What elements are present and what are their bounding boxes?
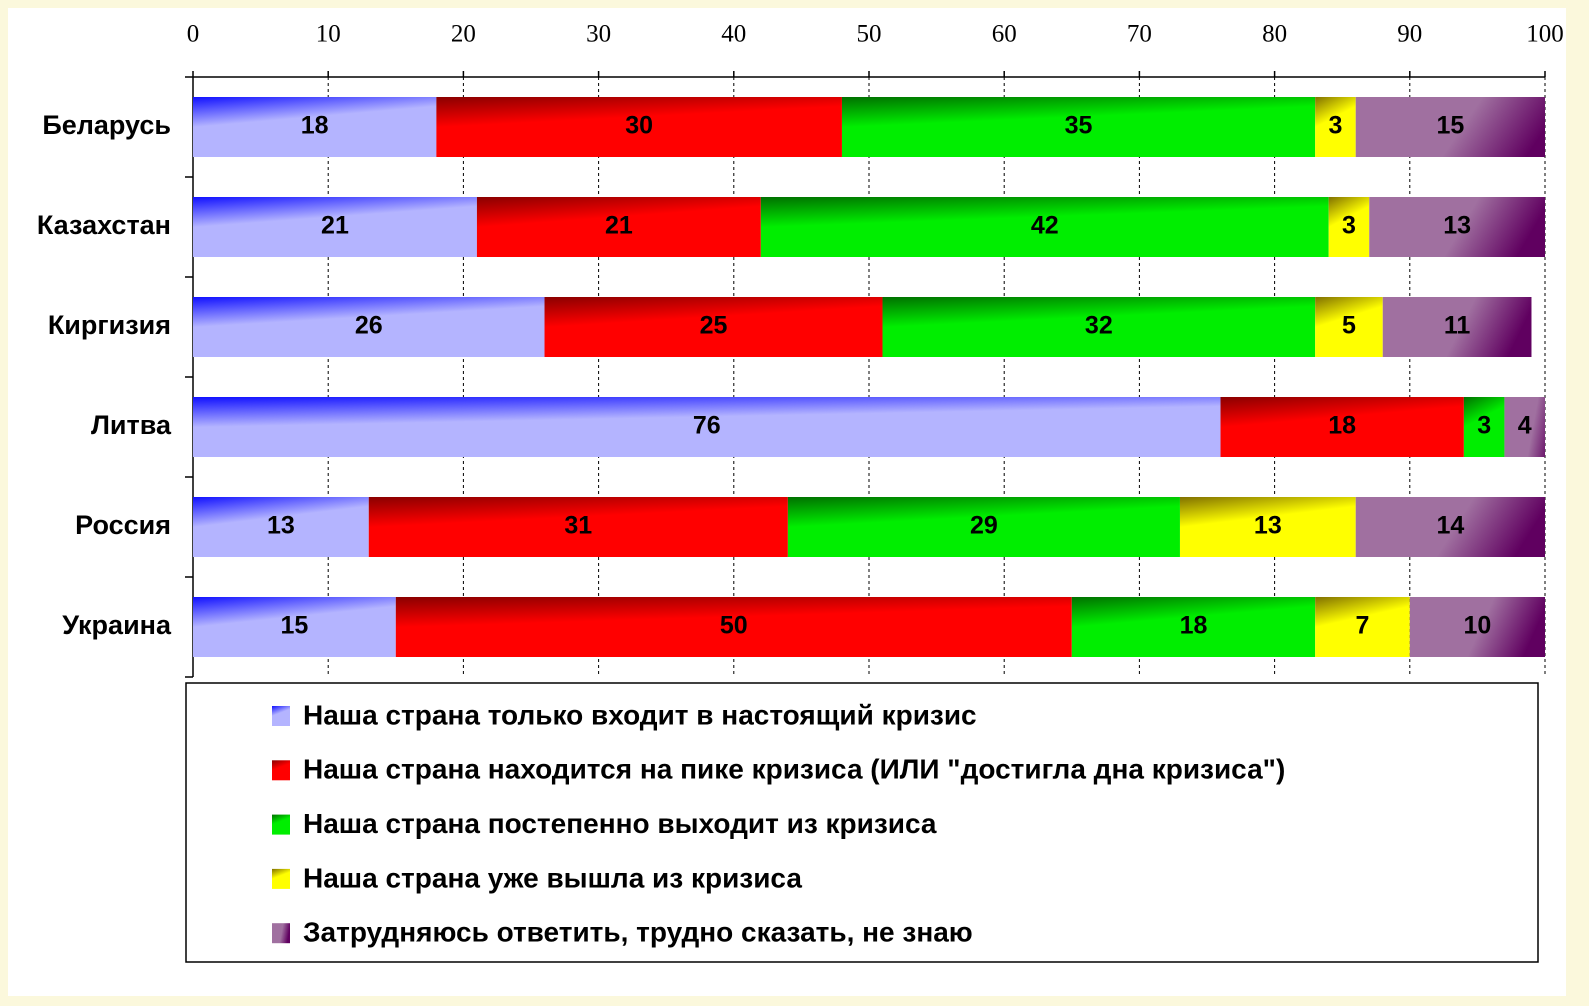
legend-label: Наша страна уже вышла из кризиса [303, 862, 802, 893]
y-tick-label: Литва [91, 410, 172, 440]
bar-segment [1504, 397, 1545, 457]
value-label: 3 [1477, 412, 1491, 440]
bar-segment [1382, 297, 1532, 357]
value-label: 18 [301, 112, 329, 140]
bar-segment [1315, 97, 1356, 157]
value-label: 15 [1436, 112, 1464, 140]
value-label: 11 [1444, 312, 1471, 340]
value-label: 18 [1328, 412, 1356, 440]
y-tick-label: Украина [62, 610, 172, 640]
y-tick-label: Беларусь [42, 110, 171, 140]
bar-segment [1369, 197, 1545, 257]
value-label: 18 [1180, 612, 1208, 640]
bar-segment [476, 197, 761, 257]
bar-segment [1220, 397, 1464, 457]
y-tick-label: Киргизия [48, 310, 171, 340]
x-tick-label: 30 [586, 21, 611, 48]
bar-segment [544, 297, 883, 357]
value-label: 14 [1436, 512, 1464, 540]
x-tick-label: 0 [187, 21, 200, 48]
bar-segment [193, 597, 396, 657]
bar-segment [1463, 397, 1505, 457]
bar-segment [193, 197, 477, 257]
legend-box [185, 682, 1539, 963]
x-tick-label: 60 [992, 21, 1017, 48]
bar-segment [193, 97, 437, 157]
value-label: 21 [605, 212, 633, 240]
value-label: 42 [1031, 212, 1059, 240]
bar-segment [1315, 597, 1410, 657]
bar-segment [436, 97, 842, 157]
y-tick-label: Россия [75, 510, 171, 540]
bar-segment [1409, 597, 1545, 657]
x-tick-label: 10 [316, 21, 341, 48]
bar-segment [1355, 97, 1545, 157]
value-label: 26 [355, 312, 383, 340]
value-label: 21 [321, 212, 349, 240]
value-label: 3 [1342, 212, 1356, 240]
x-tick-label: 100 [1526, 21, 1564, 48]
bar-segment [193, 397, 1221, 457]
legend-swatch [272, 760, 290, 781]
bar-segment [787, 497, 1180, 557]
bar-segment [368, 497, 788, 557]
value-label: 32 [1085, 312, 1113, 340]
x-tick-label: 70 [1127, 21, 1152, 48]
value-label: 76 [693, 412, 721, 440]
value-label: 5 [1342, 312, 1356, 340]
value-label: 13 [1254, 512, 1282, 540]
x-tick-label: 80 [1262, 21, 1287, 48]
x-tick-label: 20 [451, 21, 476, 48]
bar-segment [760, 197, 1329, 257]
x-tick-label: 90 [1397, 21, 1422, 48]
bar-segment [1315, 297, 1383, 357]
bar-segment [882, 297, 1316, 357]
value-label: 25 [700, 312, 728, 340]
value-label: 13 [267, 512, 295, 540]
bar-segment [1328, 197, 1370, 257]
bar-segment [193, 497, 369, 557]
y-tick-label: Казахстан [37, 210, 171, 240]
bar-segment [1355, 497, 1545, 557]
bars [193, 97, 1545, 657]
value-label: 29 [970, 512, 998, 540]
legend-swatch [272, 923, 290, 944]
legend-swatch [272, 814, 290, 835]
x-tick-label: 40 [721, 21, 746, 48]
legend-label: Наша страна только входит в настоящий кр… [303, 699, 977, 730]
bar-segment [1179, 497, 1356, 557]
value-label: 13 [1443, 212, 1471, 240]
x-tick-label: 50 [857, 21, 882, 48]
bar-segment [193, 297, 545, 357]
value-label: 7 [1356, 612, 1370, 640]
legend-swatch [272, 868, 290, 889]
bar-segment [1071, 597, 1316, 657]
legend-label: Наша страна находится на пике кризиса (И… [303, 754, 1285, 785]
bar-segment [841, 97, 1316, 157]
value-label: 30 [625, 112, 653, 140]
legend-label: Наша страна постепенно выходит из кризис… [303, 808, 937, 839]
legend-label: Затрудняюсь ответить, трудно сказать, не… [303, 917, 973, 948]
value-label: 15 [280, 612, 308, 640]
value-label: 50 [720, 612, 748, 640]
value-label: 35 [1065, 112, 1093, 140]
legend-swatch [272, 706, 290, 726]
bar-segment [395, 597, 1072, 657]
value-label: 31 [564, 512, 592, 540]
value-label: 10 [1463, 612, 1491, 640]
value-label: 3 [1328, 112, 1342, 140]
value-label: 4 [1518, 412, 1532, 440]
